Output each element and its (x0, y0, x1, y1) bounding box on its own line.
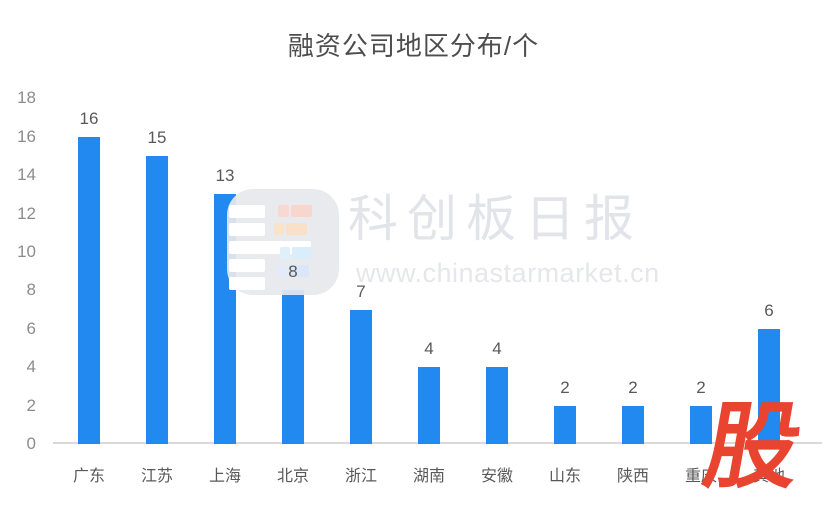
bar (486, 367, 508, 444)
stock-logo-overlay-icon: 股 (696, 394, 810, 499)
category-label: 浙江 (344, 468, 377, 485)
bar-value-label: 4 (424, 339, 434, 359)
bar-value-label: 8 (288, 262, 298, 282)
watermark-icon-block (292, 247, 312, 259)
category-label: 陕西 (616, 468, 649, 485)
category-label: 北京 (276, 468, 309, 485)
watermark-url-text: www.chinastarmarket.cn (356, 258, 660, 288)
category-label: 湖南 (412, 468, 445, 485)
bar-value-label: 16 (79, 108, 99, 128)
watermark-brand-text: 科创板日报 (348, 191, 643, 247)
bar (350, 309, 372, 444)
bar-value-label: 6 (764, 300, 774, 320)
category-label: 广东 (72, 468, 105, 485)
bar (554, 405, 576, 444)
watermark-icon-block (229, 277, 265, 290)
bar-value-label: 2 (696, 377, 706, 397)
watermark-icon-block (229, 241, 311, 254)
category-label: 安徽 (480, 468, 513, 485)
bar (758, 328, 780, 444)
bar-value-label: 13 (215, 166, 235, 186)
bar-value-label: 15 (147, 128, 167, 147)
category-label: 上海 (208, 468, 241, 485)
bar (690, 405, 712, 444)
y-tick-label: 18 (17, 88, 36, 108)
y-tick-label: 2 (26, 395, 36, 415)
watermark-icon-block (280, 247, 290, 259)
category-label: 重庆 (684, 468, 717, 485)
watermark-icon-block (274, 223, 284, 235)
watermark-icon-block (229, 259, 265, 272)
bar-value-label: 7 (356, 281, 366, 301)
watermark-icon-block (291, 205, 312, 217)
y-tick-label: 6 (26, 318, 36, 338)
y-tick-label: 8 (26, 280, 36, 300)
bar-value-label: 4 (492, 339, 502, 359)
chart-title: 融资公司地区分布/个 (287, 31, 540, 61)
bar (146, 156, 168, 444)
y-tick-label: 10 (17, 242, 36, 261)
y-tick-label: 14 (17, 165, 36, 185)
category-label: 山东 (548, 468, 581, 485)
bar-value-label: 2 (628, 377, 638, 397)
bar (622, 405, 644, 444)
y-tick-label: 12 (17, 203, 36, 223)
watermark-icon-block (277, 265, 287, 277)
category-label: 江苏 (140, 468, 173, 485)
category-label: 其他 (752, 468, 785, 485)
watermark-icon-block (286, 223, 307, 235)
watermark-icon-block (289, 265, 309, 277)
y-tick-label: 0 (26, 434, 36, 453)
star-market-app-icon (227, 189, 339, 295)
bar (418, 367, 440, 444)
watermark-icon-block (229, 223, 265, 236)
bar (282, 290, 304, 444)
bar-value-label: 2 (560, 377, 570, 397)
watermark-icon-block (278, 205, 289, 217)
watermark-icon-block (229, 205, 265, 218)
y-tick-label: 16 (17, 126, 36, 146)
bar (78, 136, 100, 444)
y-tick-label: 4 (26, 357, 36, 377)
